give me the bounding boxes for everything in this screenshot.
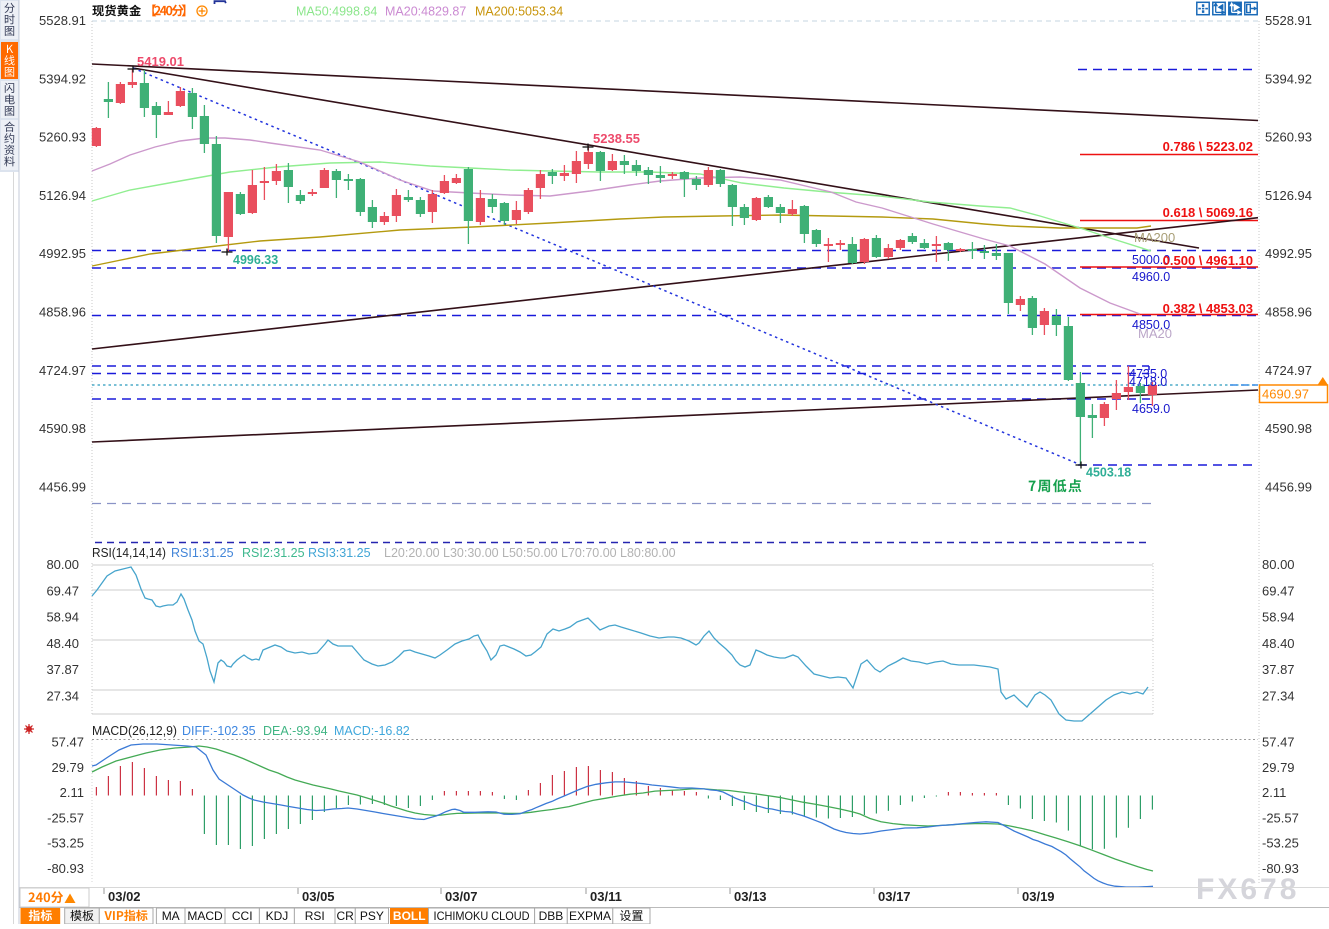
svg-text:-53.25: -53.25 bbox=[1262, 836, 1299, 851]
svg-text:RSI3:31.25: RSI3:31.25 bbox=[308, 546, 371, 560]
svg-text:4996.33: 4996.33 bbox=[233, 253, 278, 267]
svg-text:MACD: MACD bbox=[187, 909, 223, 923]
svg-text:2.11: 2.11 bbox=[1262, 785, 1286, 800]
svg-text:27.34: 27.34 bbox=[1262, 689, 1295, 704]
svg-text:5394.92: 5394.92 bbox=[1265, 71, 1312, 86]
svg-text:80.00: 80.00 bbox=[46, 557, 79, 572]
svg-text:0.786 \ 5223.02: 0.786 \ 5223.02 bbox=[1163, 139, 1253, 154]
svg-text:4850.0: 4850.0 bbox=[1132, 318, 1170, 332]
svg-text:03/19: 03/19 bbox=[1022, 889, 1055, 904]
svg-text:4690.97: 4690.97 bbox=[1262, 387, 1309, 402]
svg-text:FX678: FX678 bbox=[1196, 873, 1299, 906]
svg-text:5419.01: 5419.01 bbox=[137, 54, 184, 69]
svg-text:BOLL: BOLL bbox=[393, 909, 426, 923]
svg-text:03/17: 03/17 bbox=[878, 889, 911, 904]
svg-text:27.34: 27.34 bbox=[46, 689, 79, 704]
svg-text:-53.25: -53.25 bbox=[47, 836, 84, 851]
svg-text:5260.93: 5260.93 bbox=[1265, 130, 1312, 145]
svg-text:EXPMA: EXPMA bbox=[569, 909, 611, 923]
svg-text:-80.93: -80.93 bbox=[47, 861, 84, 876]
svg-text:0.382 \ 4853.03: 0.382 \ 4853.03 bbox=[1163, 301, 1253, 316]
svg-text:03/11: 03/11 bbox=[590, 889, 622, 904]
svg-text:RSI: RSI bbox=[305, 909, 325, 923]
svg-text:L30:30.00: L30:30.00 bbox=[443, 546, 499, 560]
svg-text:0.500 \ 4961.10: 0.500 \ 4961.10 bbox=[1163, 253, 1253, 268]
svg-text:5528.91: 5528.91 bbox=[39, 13, 86, 28]
svg-text:-25.57: -25.57 bbox=[47, 810, 84, 825]
svg-text:0.618 \ 5069.16: 0.618 \ 5069.16 bbox=[1163, 205, 1253, 220]
svg-text:MA200:5053.34: MA200:5053.34 bbox=[475, 5, 563, 19]
svg-text:PSY: PSY bbox=[360, 909, 384, 923]
svg-text:5394.92: 5394.92 bbox=[39, 71, 86, 86]
svg-text:DBB: DBB bbox=[539, 909, 564, 923]
svg-text:4858.96: 4858.96 bbox=[1265, 305, 1312, 320]
svg-text:L80:80.00: L80:80.00 bbox=[620, 546, 676, 560]
svg-text:ICHIMOKU CLOUD: ICHIMOKU CLOUD bbox=[434, 909, 530, 923]
svg-text:5260.93: 5260.93 bbox=[39, 130, 86, 145]
svg-text:DEA:-93.94: DEA:-93.94 bbox=[263, 724, 328, 738]
svg-text:L20:20.00: L20:20.00 bbox=[384, 546, 440, 560]
svg-text:4659.0: 4659.0 bbox=[1132, 402, 1170, 416]
svg-text:4590.98: 4590.98 bbox=[1265, 421, 1312, 436]
svg-text:4718.0: 4718.0 bbox=[1129, 375, 1167, 389]
svg-text:DIFF:-102.35: DIFF:-102.35 bbox=[182, 724, 256, 738]
svg-text:4724.97: 4724.97 bbox=[1265, 363, 1312, 378]
svg-text:4960.0: 4960.0 bbox=[1132, 270, 1170, 284]
svg-text:L70:70.00: L70:70.00 bbox=[561, 546, 617, 560]
svg-text:48.40: 48.40 bbox=[46, 636, 79, 651]
svg-text:80.00: 80.00 bbox=[1262, 557, 1295, 572]
svg-text:03/02: 03/02 bbox=[108, 889, 141, 904]
svg-text:4735.0: 4735.0 bbox=[1129, 367, 1167, 381]
svg-text:4590.98: 4590.98 bbox=[39, 421, 86, 436]
svg-text:5126.94: 5126.94 bbox=[39, 188, 86, 203]
svg-text:MACD(26,12,9): MACD(26,12,9) bbox=[92, 724, 177, 738]
svg-text:5528.91: 5528.91 bbox=[1265, 13, 1312, 28]
svg-text:4724.97: 4724.97 bbox=[39, 363, 86, 378]
svg-text:4992.95: 4992.95 bbox=[39, 246, 86, 261]
svg-text:RSI1:31.25: RSI1:31.25 bbox=[171, 546, 234, 560]
svg-text:-25.57: -25.57 bbox=[1262, 810, 1299, 825]
svg-text:4503.18: 4503.18 bbox=[1086, 466, 1131, 480]
svg-text:2.11: 2.11 bbox=[60, 785, 84, 800]
svg-text:5126.94: 5126.94 bbox=[1265, 188, 1312, 203]
svg-text:29.79: 29.79 bbox=[51, 760, 84, 775]
svg-text:MA200: MA200 bbox=[1134, 230, 1175, 245]
svg-text:RSI(14,14,14): RSI(14,14,14) bbox=[92, 546, 166, 560]
svg-text:RSI2:31.25: RSI2:31.25 bbox=[242, 546, 305, 560]
svg-text:69.47: 69.47 bbox=[46, 583, 79, 598]
svg-text:-80.93: -80.93 bbox=[1262, 861, 1299, 876]
svg-text:CR: CR bbox=[336, 909, 354, 923]
svg-text:58.94: 58.94 bbox=[46, 610, 79, 625]
svg-text:4858.96: 4858.96 bbox=[39, 305, 86, 320]
svg-text:MA50:4998.84: MA50:4998.84 bbox=[296, 5, 377, 19]
svg-text:03/07: 03/07 bbox=[445, 889, 478, 904]
svg-text:37.87: 37.87 bbox=[46, 662, 79, 677]
svg-text:57.47: 57.47 bbox=[1262, 735, 1295, 750]
svg-text:MA20:4829.87: MA20:4829.87 bbox=[385, 5, 466, 19]
svg-text:MA: MA bbox=[162, 909, 180, 923]
svg-text:57.47: 57.47 bbox=[51, 735, 84, 750]
svg-text:58.94: 58.94 bbox=[1262, 610, 1295, 625]
svg-text:4456.99: 4456.99 bbox=[1265, 479, 1312, 494]
svg-text:03/05: 03/05 bbox=[302, 889, 335, 904]
svg-text:MACD:-16.82: MACD:-16.82 bbox=[334, 724, 410, 738]
svg-text:5000.0: 5000.0 bbox=[1132, 253, 1170, 267]
svg-text:69.47: 69.47 bbox=[1262, 583, 1295, 598]
svg-text:4456.99: 4456.99 bbox=[39, 479, 86, 494]
svg-text:29.79: 29.79 bbox=[1262, 760, 1295, 775]
svg-text:CCI: CCI bbox=[232, 909, 253, 923]
svg-text:5238.55: 5238.55 bbox=[593, 131, 640, 146]
svg-text:MA20: MA20 bbox=[1138, 326, 1172, 341]
svg-text:48.40: 48.40 bbox=[1262, 636, 1295, 651]
svg-text:03/13: 03/13 bbox=[734, 889, 767, 904]
svg-text:4992.95: 4992.95 bbox=[1265, 246, 1312, 261]
svg-text:KDJ: KDJ bbox=[266, 909, 289, 923]
svg-text:L50:50.00: L50:50.00 bbox=[502, 546, 558, 560]
svg-text:37.87: 37.87 bbox=[1262, 662, 1295, 677]
